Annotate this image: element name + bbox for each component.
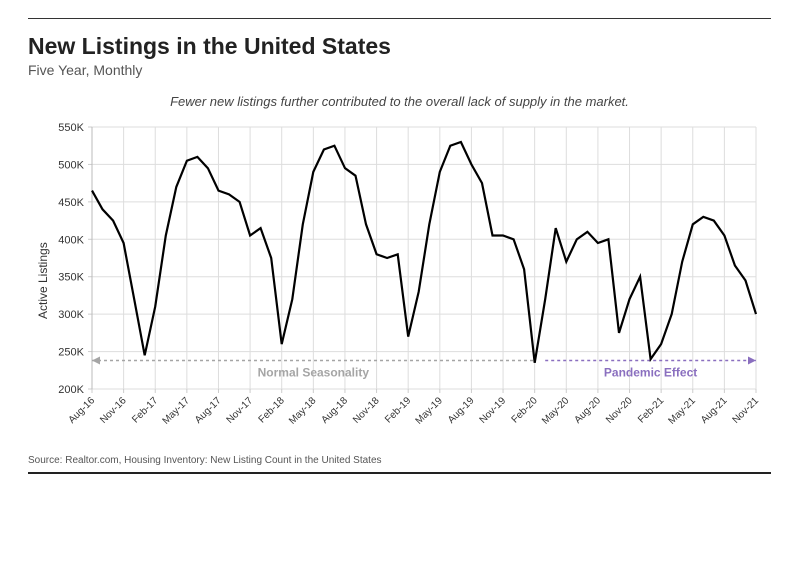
svg-text:Aug-16: Aug-16 [67,395,98,426]
svg-text:Feb-20: Feb-20 [510,395,540,425]
svg-text:May-17: May-17 [161,395,193,427]
svg-text:Aug-21: Aug-21 [699,395,730,426]
svg-text:Aug-20: Aug-20 [572,395,603,426]
svg-text:Feb-19: Feb-19 [383,395,413,425]
svg-text:Nov-21: Nov-21 [731,395,762,426]
svg-text:400K: 400K [58,234,84,246]
svg-text:200K: 200K [58,384,84,396]
svg-text:550K: 550K [58,122,84,134]
svg-text:500K: 500K [58,159,84,171]
y-axis-label: Active Listings [36,242,50,319]
svg-text:300K: 300K [58,309,84,321]
svg-text:Nov-17: Nov-17 [225,395,256,426]
svg-text:350K: 350K [58,272,84,284]
svg-text:Nov-19: Nov-19 [478,395,509,426]
svg-text:May-18: May-18 [287,395,319,427]
svg-text:Nov-18: Nov-18 [351,395,382,426]
svg-text:May-21: May-21 [667,395,699,427]
svg-text:Nov-16: Nov-16 [98,395,129,426]
chart-container: New Listings in the United States Five Y… [0,0,799,484]
svg-text:Aug-19: Aug-19 [446,395,477,426]
svg-text:250K: 250K [58,347,84,359]
svg-text:Feb-18: Feb-18 [257,395,287,425]
svg-text:450K: 450K [58,197,84,209]
chart-area: Active Listings 200K 250K 300K 350K 400K 450K… [28,119,771,449]
svg-text:Aug-17: Aug-17 [193,395,224,426]
svg-text:Pandemic Effect: Pandemic Effect [604,366,697,380]
svg-text:May-19: May-19 [414,395,446,427]
svg-text:Feb-17: Feb-17 [130,395,160,425]
top-rule [28,18,771,19]
chart-caption: Fewer new listings further contributed t… [28,94,771,109]
chart-subtitle: Five Year, Monthly [28,62,771,78]
source-text: Source: Realtor.com, Housing Inventory: … [28,455,771,474]
svg-text:Normal Seasonality: Normal Seasonality [258,366,370,380]
line-chart: 200K250K300K350K400K450K500K550KAug-16No… [28,119,768,449]
svg-text:Aug-18: Aug-18 [319,395,350,426]
svg-text:May-20: May-20 [540,395,572,427]
svg-text:Nov-20: Nov-20 [604,395,635,426]
chart-title: New Listings in the United States [28,33,771,60]
svg-text:Feb-21: Feb-21 [636,395,666,425]
